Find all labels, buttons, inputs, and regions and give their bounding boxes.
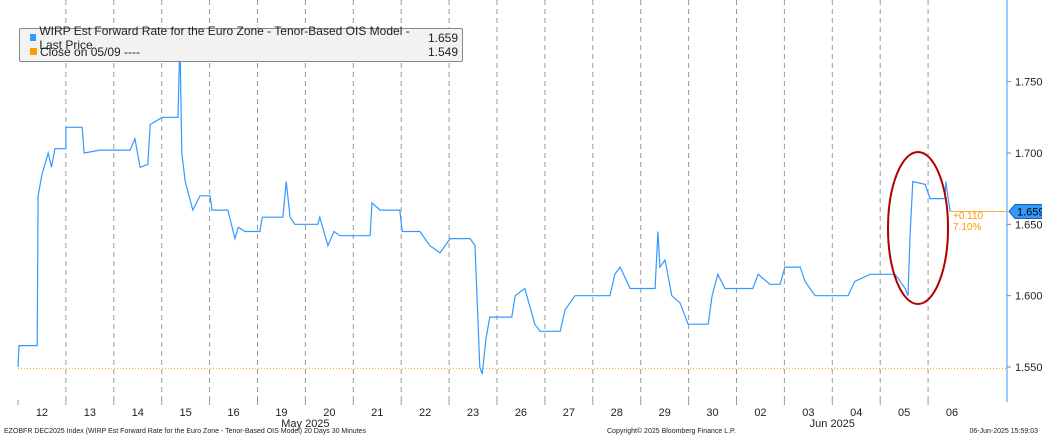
month-label: Jun 2025	[810, 418, 855, 430]
x-tick-label: 16	[227, 407, 239, 419]
footer-timestamp: 06-Jun-2025 15:59:03	[969, 428, 1039, 435]
y-tick-label: 1.650	[1015, 219, 1042, 231]
highlight-ellipse	[887, 151, 949, 305]
x-tick-label: 21	[371, 407, 383, 419]
x-tick-label: 06	[946, 407, 958, 419]
x-tick-label: 04	[850, 407, 862, 419]
legend-series-value: 1.659	[427, 30, 458, 45]
x-tick-label: 02	[754, 407, 766, 419]
x-tick-label: 26	[515, 407, 527, 419]
legend-series: WIRP Est Forward Rate for the Euro Zone …	[30, 24, 458, 52]
change-label: +0.110	[953, 211, 984, 222]
x-tick-label: 20	[323, 407, 335, 419]
legend-close-label: Close on 05/09 ----	[40, 44, 141, 59]
last-price-tag	[1008, 203, 1042, 219]
x-tick-label: 28	[611, 407, 623, 419]
series-line	[17, 38, 951, 375]
x-tick-label: 12	[36, 407, 48, 419]
x-tick-label: 05	[898, 407, 910, 419]
month-label: May 2025	[281, 418, 329, 430]
x-tick-label: 23	[467, 407, 479, 419]
x-tick-label: 15	[180, 407, 192, 419]
legend-close-value: 1.549	[427, 44, 458, 59]
x-tick-label: 14	[132, 407, 144, 419]
footer-copyright: Copyright© 2025 Bloomberg Finance L.P.	[607, 428, 736, 435]
x-tick-label: 22	[419, 407, 431, 419]
y-tick-label: 1.550	[1015, 362, 1042, 374]
legend[interactable]: WIRP Est Forward Rate for the Euro Zone …	[19, 24, 463, 62]
x-tick-label: 03	[802, 407, 814, 419]
last-price-tag-label: 1.659	[1017, 206, 1042, 218]
x-tick-label: 30	[706, 407, 718, 419]
footer-description: EZOBFR DEC2025 Index (WIRP Est Forward R…	[4, 428, 366, 435]
series-swatch-icon	[30, 34, 37, 41]
x-tick-label: 19	[275, 407, 287, 419]
legend-close: Close on 05/09 ---- 1.549	[30, 44, 458, 59]
x-tick-label: 13	[84, 407, 96, 419]
x-tick-label: 29	[659, 407, 671, 419]
legend-series-label: WIRP Est Forward Rate for the Euro Zone …	[39, 23, 410, 52]
y-tick-label: 1.600	[1015, 291, 1042, 303]
y-tick-label: 1.750	[1015, 77, 1042, 89]
close-swatch-icon	[30, 48, 37, 55]
y-tick-label: 1.700	[1015, 148, 1042, 160]
change-pct-label: 7.10%	[953, 222, 981, 233]
x-tick-label: 27	[563, 407, 575, 419]
